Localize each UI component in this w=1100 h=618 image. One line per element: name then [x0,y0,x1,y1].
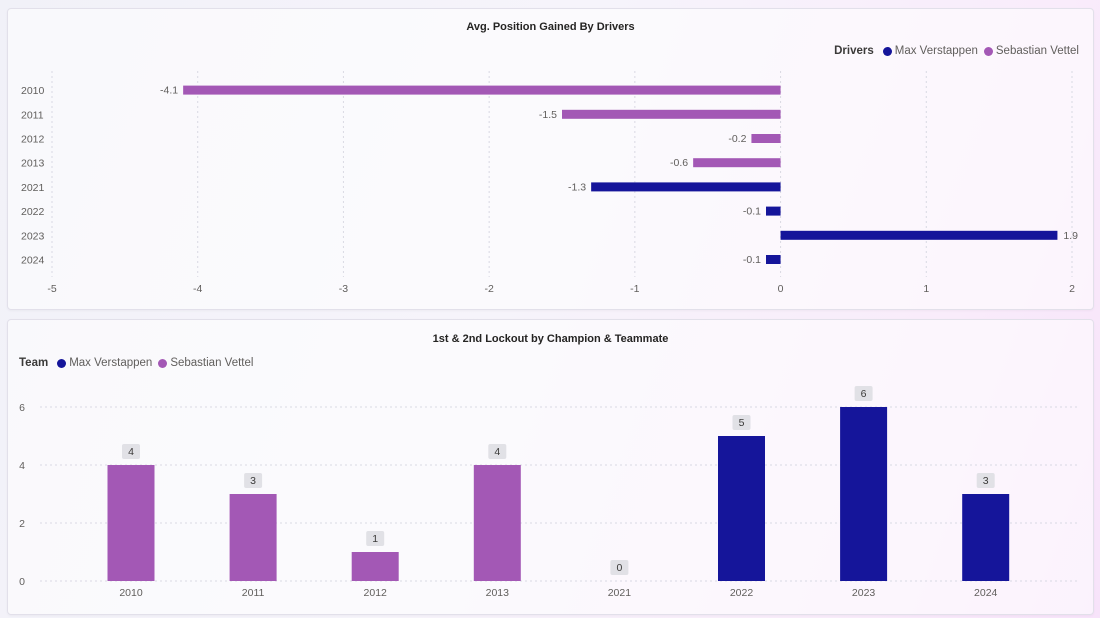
y-tick-label: 4 [19,460,25,472]
bar [473,465,521,581]
y-tick-label: 0 [19,576,25,588]
data-label: 6 [861,388,867,400]
data-label-box [732,415,751,430]
y-tick-label: 6 [19,402,25,414]
x-tick-label: -1 [630,283,639,295]
lockout-chart: 0 2 4 6 2010 4 2011 3 2012 1 2013 4 2021 0 2022 5 2023 6 2… [19,386,1080,599]
x-tick-label: -3 [339,283,348,295]
data-label-box [366,531,385,546]
x-tick-label: 2024 [974,587,998,599]
bar [562,109,781,119]
data-label: 1 [372,533,378,545]
lockout-card: 1st & 2nd Lockout by Champion & Teammate… [7,319,1094,615]
x-tick-label: -5 [47,283,56,295]
bar [962,494,1010,581]
bar [229,494,277,581]
data-label: -0.6 [670,157,688,169]
data-label: -1.3 [568,181,586,193]
data-label: 0 [616,562,622,574]
y-tick-label: 2010 [21,85,45,97]
bar [766,206,781,216]
y-tick-label: 2022 [21,206,45,218]
x-tick-label: 2012 [364,587,388,599]
legend-dot-icon [57,358,67,368]
position-gained-chart: -5 -4 -3 -2 -1 0 1 2 2010 -4.1 2011 -1.5 2012 -0.2 201… [21,71,1078,295]
x-tick-label: 2013 [486,587,510,599]
x-tick-label: 2023 [852,587,876,599]
data-label-box [488,444,507,459]
legend-item-max[interactable]: Max Verstappen [57,357,152,369]
chart-legend: Team Max Verstappen Sebastian Vettel [19,357,253,369]
position-gained-card: Avg. Position Gained By Drivers Drivers … [7,8,1094,310]
x-tick-label: 0 [778,283,784,295]
data-label: -4.1 [160,85,178,97]
data-label: -0.2 [728,133,746,145]
chart-legend: Drivers Max Verstappen Sebastian Vettel [834,45,1079,57]
bar [351,552,399,581]
data-label: -1.5 [539,109,557,121]
x-tick-label: -4 [193,283,202,295]
chart-title: Avg. Position Gained By Drivers [466,21,635,33]
data-label: 1.9 [1063,230,1078,242]
legend-title: Team [19,357,49,369]
data-label-box [122,444,140,459]
x-tick-label: 2011 [242,587,265,599]
data-label: 4 [494,446,500,458]
y-tick-label: 2023 [21,230,45,242]
x-tick-label: 2 [1069,283,1075,295]
legend-label: Max Verstappen [894,45,978,57]
bar [107,465,155,581]
bar [780,230,1058,240]
legend-dot-icon [882,46,892,56]
data-label: 3 [250,475,256,487]
legend-label: Sebastian Vettel [170,357,254,369]
data-label-box [244,473,263,488]
data-label-box [976,473,995,488]
legend-title: Drivers [834,45,874,57]
legend-dot-icon [158,358,168,368]
data-label: 5 [739,417,745,429]
data-label: -0.1 [743,206,761,218]
legend-item-seb[interactable]: Sebastian Vettel [983,45,1079,57]
bar [840,407,888,581]
data-label: 4 [128,446,134,458]
y-tick-label: 2011 [21,109,44,121]
data-label: 3 [983,475,989,487]
bar [591,182,781,192]
y-tick-label: 2012 [21,134,45,146]
x-tick-label: 2010 [119,587,143,599]
data-label-box [854,386,873,401]
y-tick-label: 2013 [21,158,45,170]
chart-title: 1st & 2nd Lockout by Champion & Teammate [432,333,669,345]
x-tick-label: 2022 [730,587,754,599]
legend-item-max[interactable]: Max Verstappen [882,45,978,57]
bar [183,85,781,95]
data-label: -0.1 [743,254,761,266]
bar [693,158,781,168]
legend-item-seb[interactable]: Sebastian Vettel [158,357,253,369]
x-tick-label: 2021 [608,587,632,599]
data-label-box [610,560,629,575]
bar [766,255,781,264]
x-tick-label: -2 [484,283,493,295]
legend-label: Max Verstappen [69,357,153,369]
y-tick-label: 2 [19,518,25,530]
bar [751,134,781,143]
x-tick-label: 1 [923,283,929,295]
y-tick-label: 2024 [21,255,45,267]
legend-dot-icon [983,46,993,56]
bar [718,436,765,581]
y-tick-label: 2021 [21,182,45,194]
legend-label: Sebastian Vettel [995,45,1079,57]
